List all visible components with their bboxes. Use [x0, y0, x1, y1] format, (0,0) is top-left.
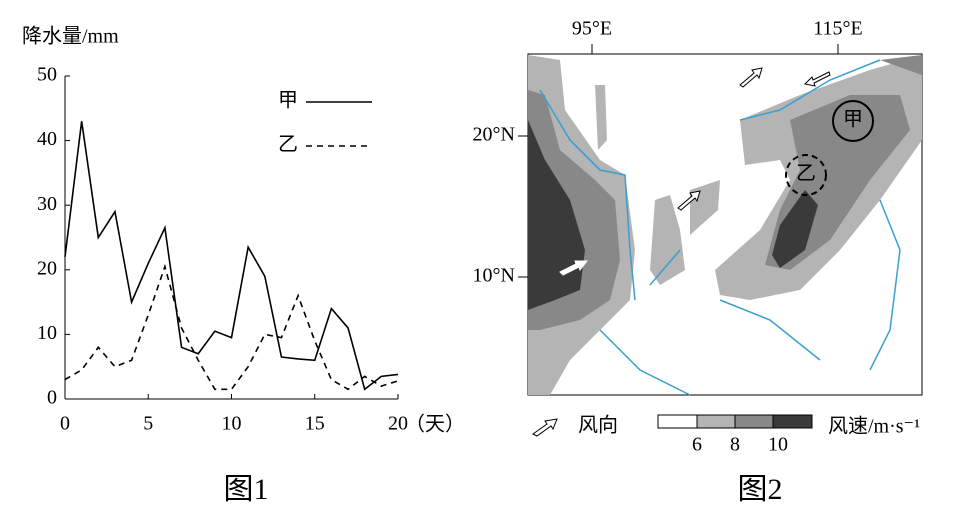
series-line [64, 121, 399, 391]
y-axis-label: 降水量/mm [22, 25, 119, 48]
x-axis-label: （天） [405, 413, 465, 436]
wind-direction-label: 风向 [578, 414, 618, 437]
x-tick-label: 10 [222, 413, 242, 435]
legend-label: 乙 [278, 134, 298, 156]
series-line [64, 263, 399, 391]
y-tick-label: 0 [47, 387, 57, 409]
x-tick-label: 20 [388, 413, 408, 435]
y-tick-label: 20 [37, 257, 57, 279]
caption: 图1 [224, 473, 269, 506]
x-tick-label: 15 [305, 413, 325, 435]
lat-label: 10°N [473, 265, 515, 287]
point-label: 甲 [843, 109, 863, 131]
y-tick-label: 50 [37, 64, 57, 86]
speed-label: 风速/m·s⁻¹ [828, 415, 920, 438]
map [518, 44, 923, 437]
caption: 图2 [738, 473, 783, 506]
x-tick-label: 0 [60, 413, 70, 435]
legend-label: 甲 [278, 90, 298, 112]
speed-tick: 8 [730, 434, 740, 456]
lon-label: 95°E [572, 18, 612, 40]
point-label: 乙 [796, 163, 816, 185]
lat-label: 20°N [473, 124, 515, 146]
y-tick-label: 10 [37, 322, 57, 344]
x-tick-label: 5 [143, 413, 153, 435]
y-tick-label: 30 [37, 193, 57, 215]
speed-tick: 10 [768, 434, 788, 456]
y-tick-label: 40 [37, 128, 57, 150]
speed-tick: 6 [692, 434, 702, 456]
lon-label: 115°E [813, 18, 862, 40]
